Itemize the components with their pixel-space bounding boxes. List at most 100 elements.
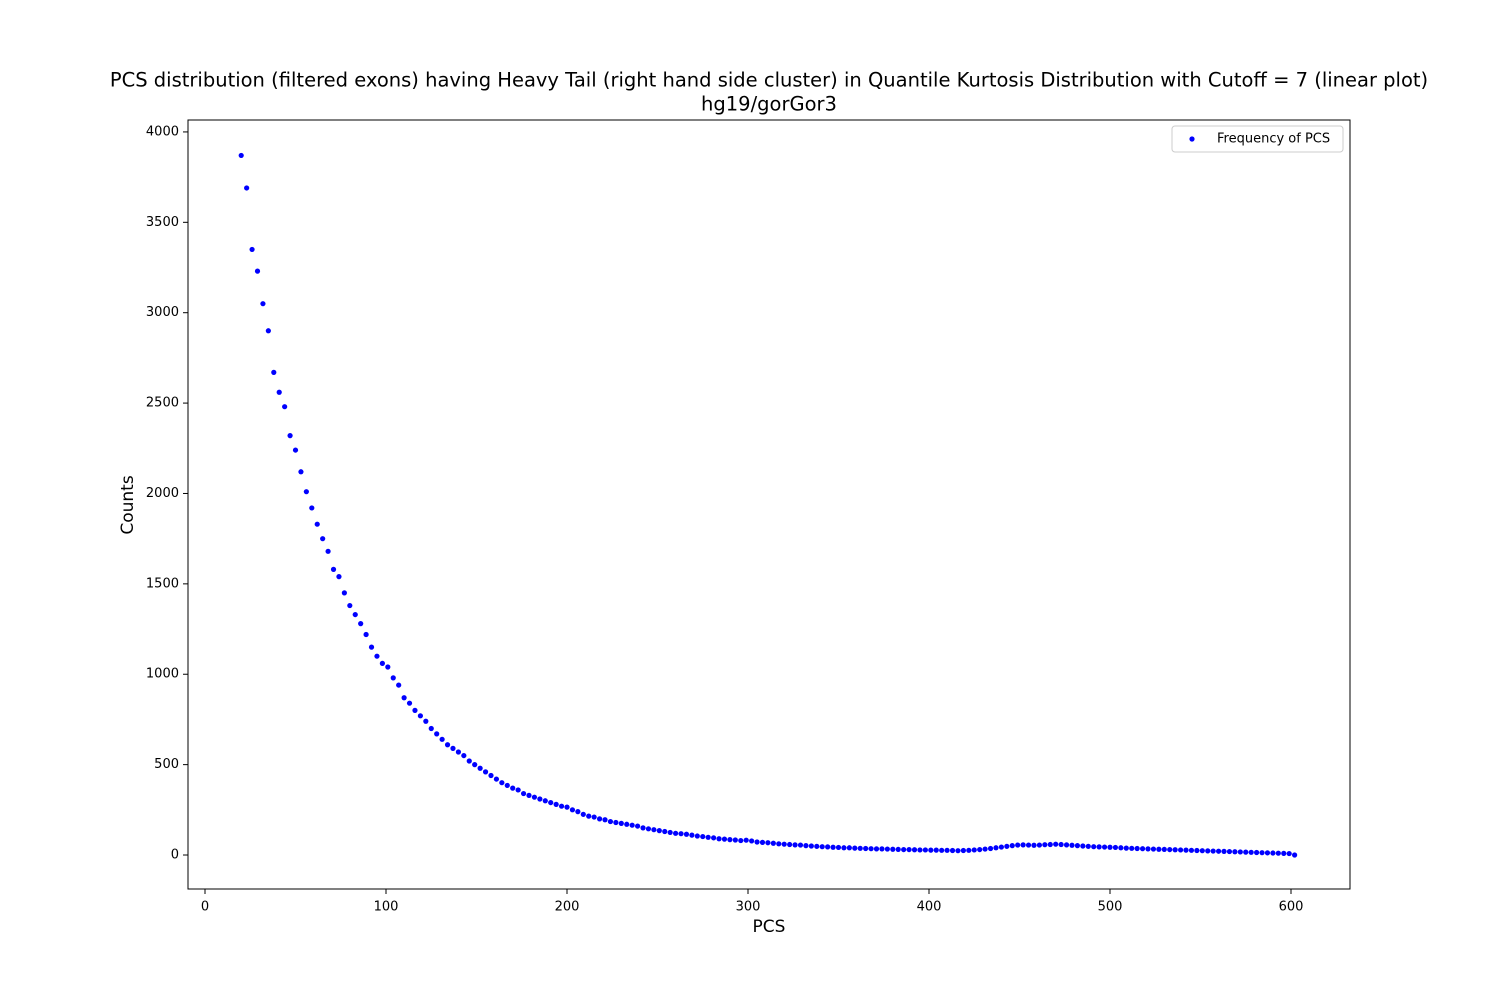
point — [390, 675, 396, 681]
point — [1264, 850, 1271, 856]
point — [493, 776, 500, 782]
point — [1042, 842, 1048, 848]
y-tick-label: 1500 — [146, 576, 179, 591]
point — [412, 707, 418, 713]
point — [1156, 846, 1162, 852]
point — [1254, 849, 1260, 856]
point — [1150, 846, 1157, 852]
point — [542, 798, 548, 804]
point — [776, 841, 782, 847]
point — [830, 844, 836, 850]
x-tick-label: 500 — [1098, 900, 1123, 915]
y-tick-label: 4000 — [146, 124, 179, 139]
y-tick-label: 2000 — [146, 486, 179, 501]
point — [694, 833, 700, 839]
point — [1183, 847, 1189, 853]
point — [629, 822, 635, 828]
point — [1047, 841, 1053, 848]
point — [417, 713, 423, 719]
point — [488, 772, 494, 779]
point — [276, 389, 282, 395]
point — [1177, 847, 1184, 853]
point — [1009, 843, 1015, 849]
point — [640, 825, 646, 831]
y-tick-label: 0 — [171, 848, 179, 863]
point — [825, 844, 831, 850]
point — [466, 758, 472, 764]
point — [526, 792, 532, 798]
point — [1270, 850, 1276, 856]
point — [879, 846, 885, 852]
x-tick-label: 400 — [917, 900, 942, 915]
point — [993, 845, 999, 851]
point — [461, 752, 467, 759]
point — [1205, 848, 1211, 854]
point — [645, 826, 652, 832]
point — [890, 846, 896, 852]
point — [336, 574, 342, 580]
point — [1275, 850, 1281, 856]
x-tick-label: 0 — [201, 900, 209, 915]
point — [797, 842, 804, 848]
point — [1096, 844, 1102, 850]
point — [922, 847, 928, 853]
point — [624, 821, 630, 827]
point — [1232, 849, 1238, 855]
point — [960, 847, 966, 854]
point — [515, 787, 521, 793]
point — [1031, 842, 1037, 848]
point — [520, 790, 527, 797]
point — [928, 847, 934, 853]
point — [662, 828, 668, 835]
y-tick-label: 3500 — [146, 215, 179, 230]
point — [1286, 850, 1292, 857]
legend-label: Frequency of PCS — [1217, 132, 1330, 147]
point — [873, 846, 880, 852]
point — [271, 369, 277, 375]
point — [385, 664, 391, 670]
y-tick-label: 3000 — [146, 305, 179, 320]
point — [282, 404, 288, 410]
point — [499, 780, 505, 786]
point — [439, 736, 445, 742]
point — [743, 837, 749, 843]
point — [1015, 842, 1021, 848]
point — [553, 801, 559, 807]
point — [939, 847, 945, 853]
point — [244, 185, 250, 191]
point — [1292, 852, 1298, 858]
point — [732, 837, 738, 843]
point — [320, 536, 326, 542]
point — [846, 845, 852, 851]
point — [787, 841, 793, 848]
point — [472, 762, 478, 768]
point — [309, 505, 315, 511]
point — [667, 829, 673, 836]
point — [558, 803, 565, 809]
point — [548, 799, 554, 806]
point — [971, 847, 977, 853]
point — [1058, 841, 1064, 848]
point — [966, 847, 972, 853]
point — [759, 839, 766, 845]
point — [727, 837, 733, 843]
point — [580, 811, 586, 817]
point — [1248, 849, 1254, 855]
point — [917, 847, 923, 853]
point — [977, 846, 983, 853]
x-tick-label: 100 — [374, 900, 399, 915]
point — [911, 847, 918, 853]
point — [1210, 848, 1216, 854]
point — [455, 749, 462, 755]
point — [1053, 841, 1059, 847]
point — [955, 848, 961, 854]
point — [1215, 848, 1222, 854]
x-axis-label: PCS — [753, 917, 786, 937]
point — [634, 823, 641, 829]
point — [852, 845, 858, 851]
point — [738, 837, 744, 844]
point — [884, 846, 890, 852]
point — [711, 835, 717, 841]
point — [444, 742, 451, 748]
point — [651, 827, 657, 833]
